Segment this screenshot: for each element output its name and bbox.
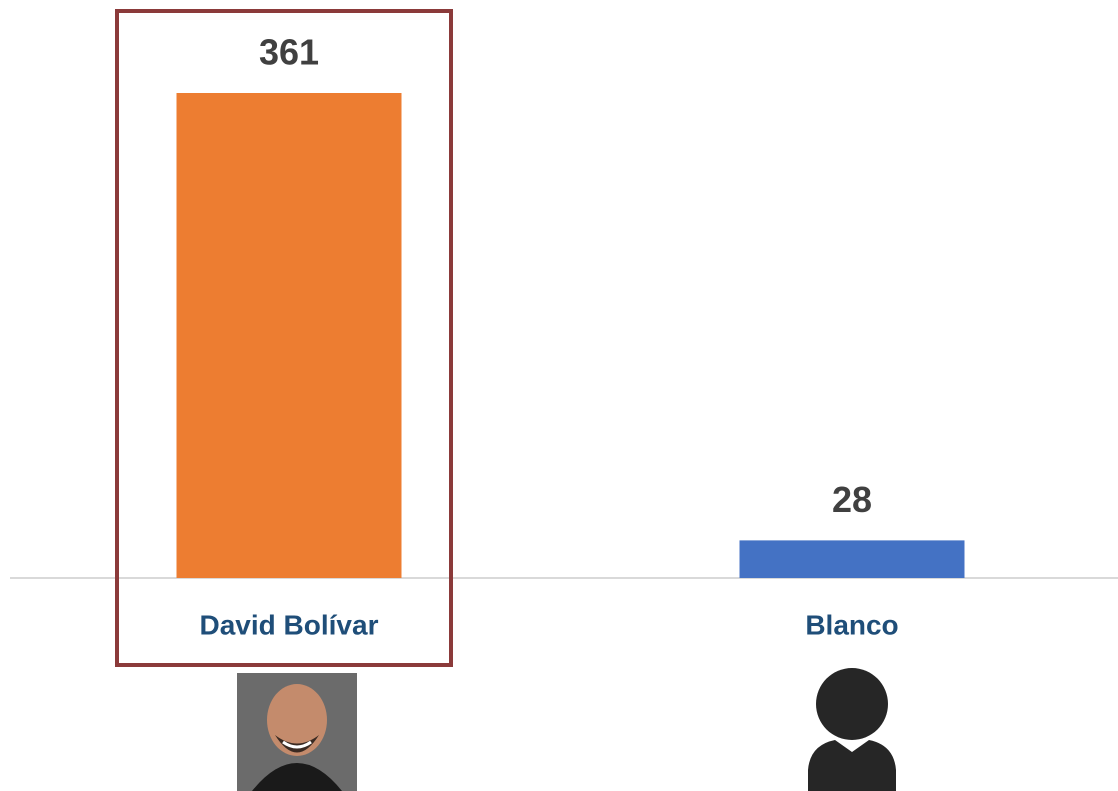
category-label: Blanco <box>805 609 898 640</box>
bar <box>176 93 402 578</box>
person-icon <box>808 668 896 791</box>
candidate-photo <box>237 673 357 791</box>
bar <box>739 540 965 578</box>
highlight-box <box>115 9 453 667</box>
value-label: 28 <box>832 479 872 520</box>
value-label: 361 <box>259 32 319 73</box>
category-label: David Bolívar <box>200 609 379 640</box>
